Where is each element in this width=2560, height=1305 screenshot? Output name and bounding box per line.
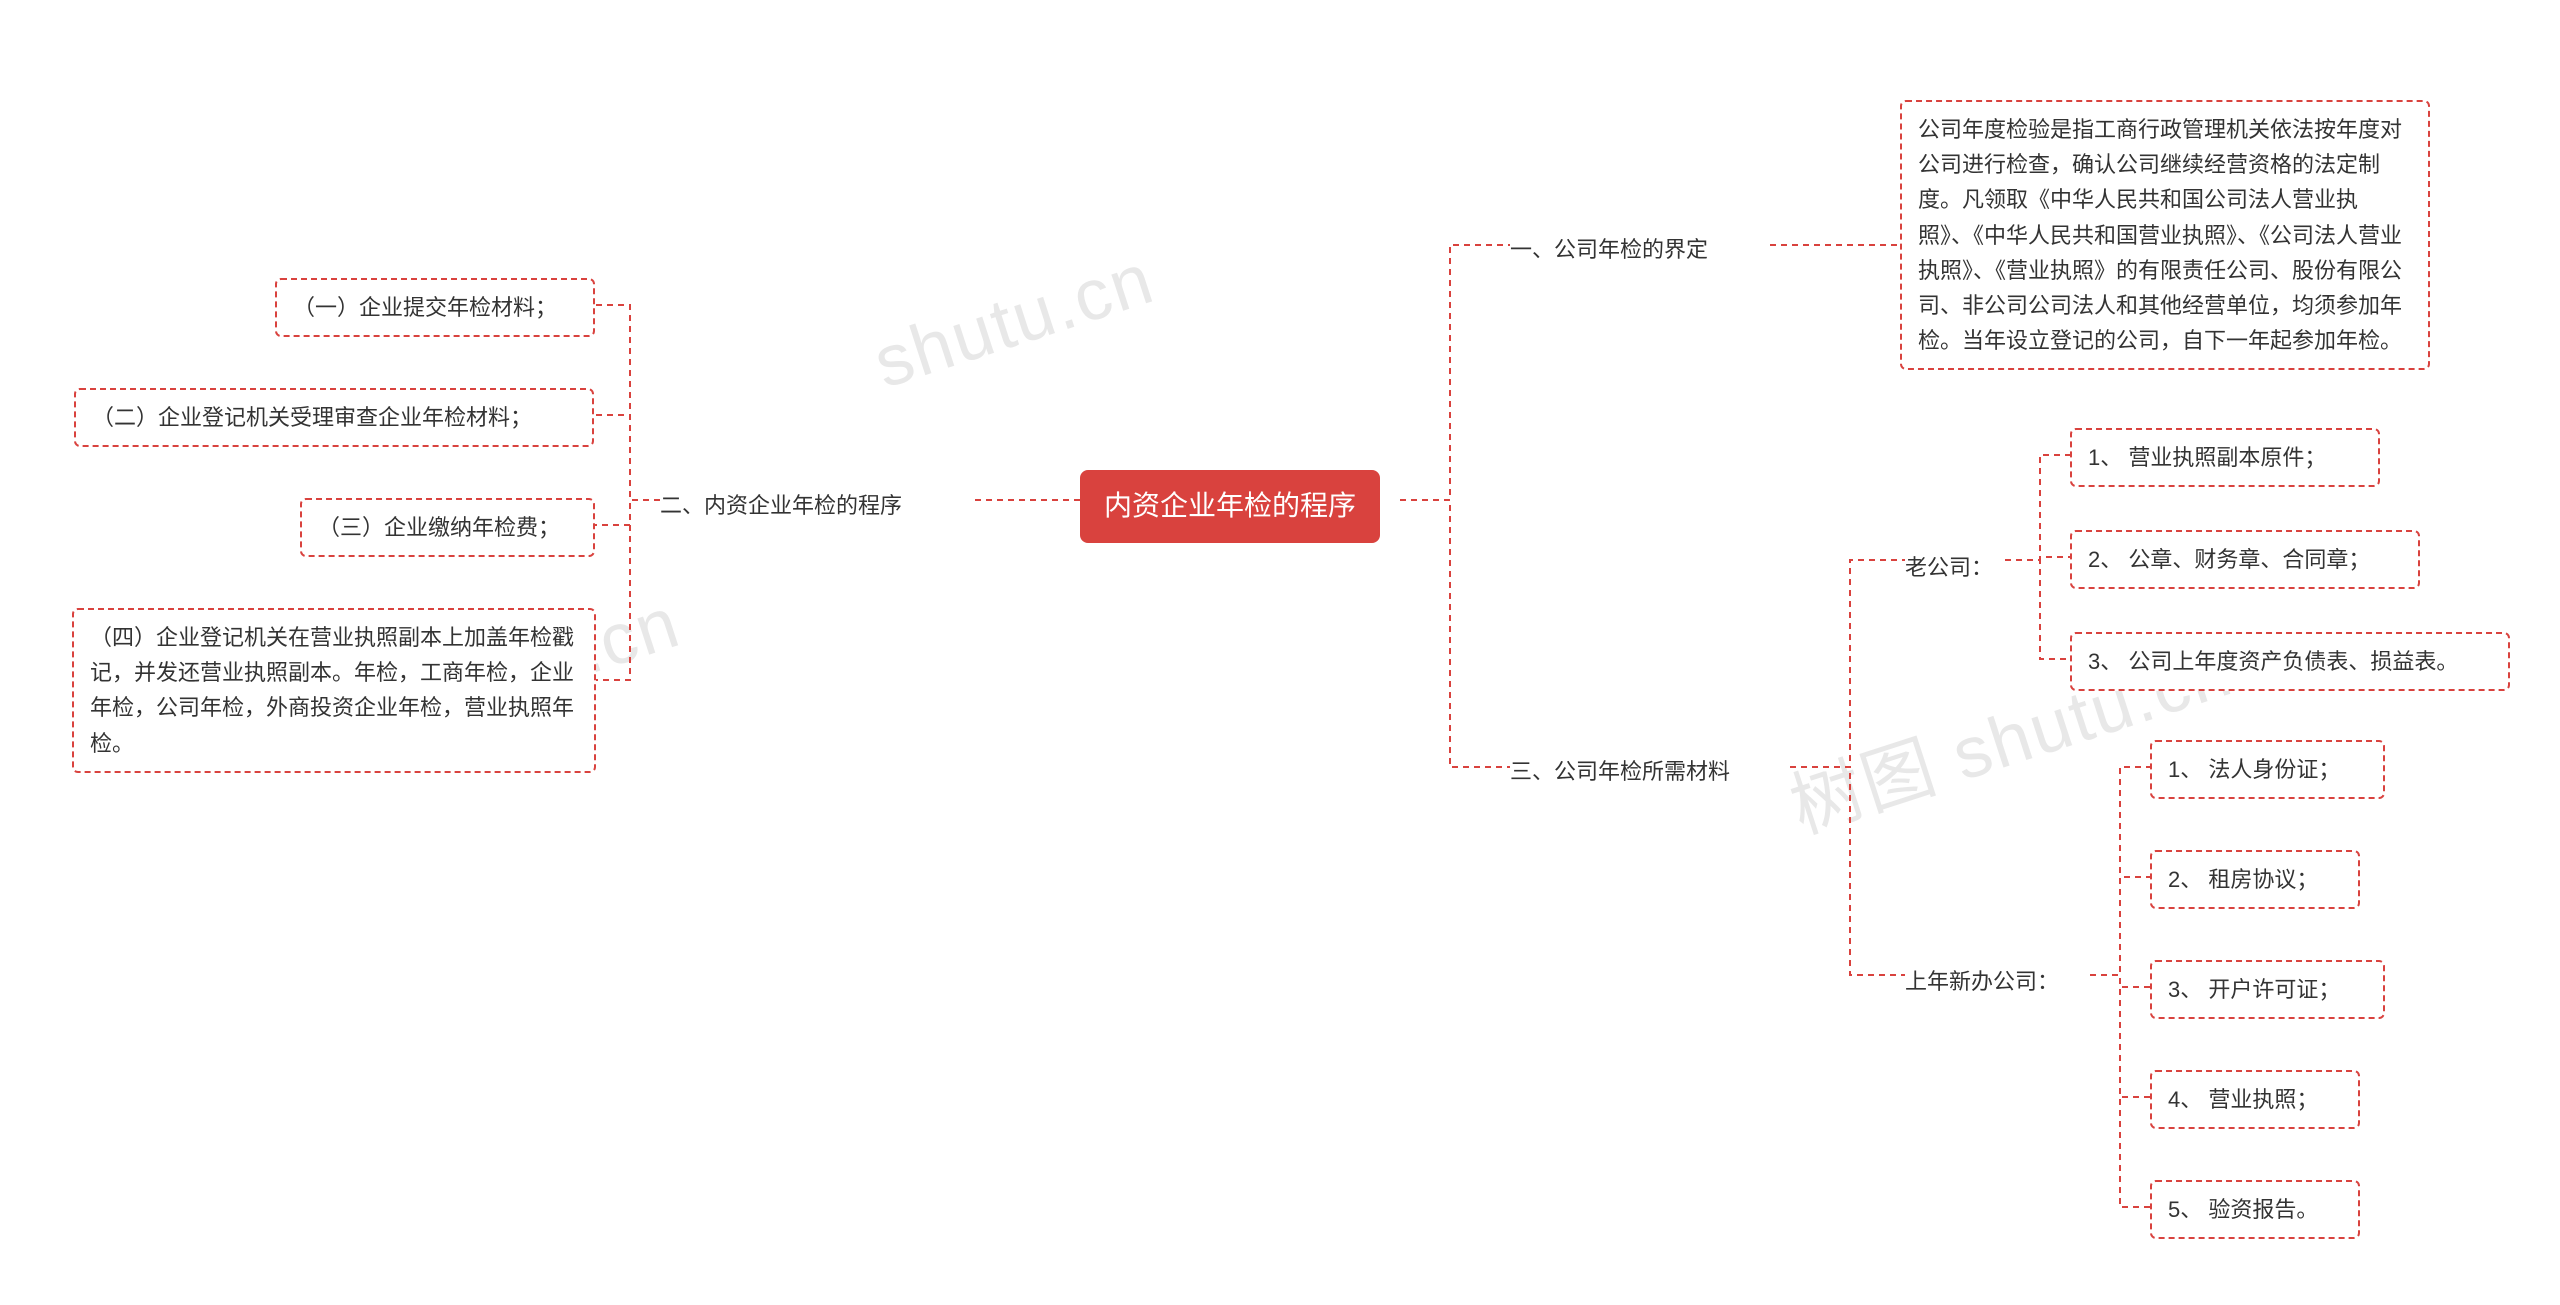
watermark: shutu.cn — [864, 237, 1163, 404]
leaf-r3o1: 1、 营业执照副本原件； — [2070, 428, 2380, 487]
leaf-r3o3: 3、 公司上年度资产负债表、损益表。 — [2070, 632, 2510, 691]
leaf-l2c: （三）企业缴纳年检费； — [300, 498, 595, 557]
leaf-l2d: （四）企业登记机关在营业执照副本上加盖年检戳记，并发还营业执照副本。年检，工商年… — [72, 608, 596, 773]
branch-l2[interactable]: 二、内资企业年检的程序 — [660, 482, 902, 529]
leaf-r3n2: 2、 租房协议； — [2150, 850, 2360, 909]
leaf-r1a: 公司年度检验是指工商行政管理机关依法按年度对公司进行检查，确认公司继续经营资格的… — [1900, 100, 2430, 370]
leaf-r3n4: 4、 营业执照； — [2150, 1070, 2360, 1129]
leaf-r3n3: 3、 开户许可证； — [2150, 960, 2385, 1019]
branch-r3-new[interactable]: 上年新办公司： — [1905, 958, 2059, 1005]
leaf-l2b: （二）企业登记机关受理审查企业年检材料； — [74, 388, 594, 447]
branch-r3[interactable]: 三、公司年检所需材料 — [1510, 748, 1730, 795]
leaf-r3o2: 2、 公章、财务章、合同章； — [2070, 530, 2420, 589]
leaf-r3n5: 5、 验资报告。 — [2150, 1180, 2360, 1239]
leaf-r3n1: 1、 法人身份证； — [2150, 740, 2385, 799]
branch-r3-old[interactable]: 老公司： — [1905, 544, 1993, 591]
leaf-l2a: （一）企业提交年检材料； — [275, 278, 595, 337]
branch-r1[interactable]: 一、公司年检的界定 — [1510, 226, 1708, 273]
root-node[interactable]: 内资企业年检的程序 — [1080, 470, 1380, 543]
